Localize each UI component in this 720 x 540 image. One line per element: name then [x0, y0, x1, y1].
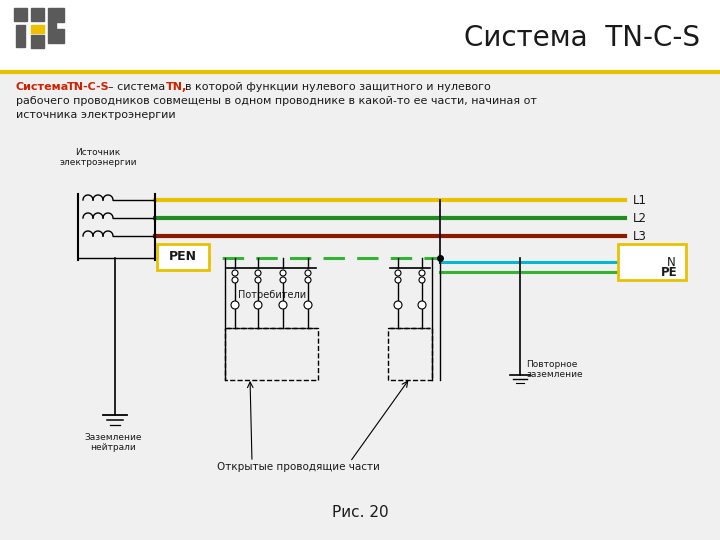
Bar: [31, 8, 44, 21]
Bar: [618, 244, 686, 280]
Circle shape: [232, 270, 238, 276]
Text: TN-C-S: TN-C-S: [67, 82, 109, 92]
Circle shape: [280, 277, 286, 283]
Bar: [48, 8, 56, 43]
Bar: [388, 328, 432, 380]
Text: N: N: [667, 255, 676, 268]
Circle shape: [232, 277, 238, 283]
Text: в которой функции нулевого защитного и нулевого: в которой функции нулевого защитного и н…: [185, 82, 491, 92]
Circle shape: [419, 270, 425, 276]
Circle shape: [280, 270, 286, 276]
Text: Заземление: Заземление: [84, 433, 142, 442]
Bar: [14, 8, 27, 21]
Text: L2: L2: [633, 212, 647, 225]
Text: – система: – система: [108, 82, 166, 92]
Circle shape: [395, 277, 401, 283]
Text: Потребители: Потребители: [238, 290, 306, 300]
Text: Рис. 20: Рис. 20: [332, 505, 388, 520]
Text: PEN: PEN: [169, 251, 197, 264]
Text: рабочего проводников совмещены в одном проводнике в какой-то ее части, начиная о: рабочего проводников совмещены в одном п…: [16, 96, 537, 106]
Text: электроэнергии: электроэнергии: [59, 158, 137, 167]
Circle shape: [419, 277, 425, 283]
Text: Повторное: Повторное: [526, 360, 577, 369]
Text: Открытые проводящие части: Открытые проводящие части: [217, 462, 379, 472]
Text: PE: PE: [662, 266, 678, 279]
Text: Источник: Источник: [76, 148, 121, 157]
Text: Система: Система: [16, 82, 69, 92]
Circle shape: [394, 301, 402, 309]
Text: L1: L1: [633, 193, 647, 206]
Circle shape: [304, 301, 312, 309]
Bar: [0, 0, 720, 72]
Bar: [56, 29, 64, 43]
Text: заземление: заземление: [526, 370, 582, 379]
Circle shape: [395, 270, 401, 276]
Text: нейтрали: нейтрали: [90, 443, 136, 452]
Circle shape: [255, 277, 261, 283]
Circle shape: [279, 301, 287, 309]
Bar: [157, 244, 209, 270]
Text: источника электроэнергии: источника электроэнергии: [16, 110, 176, 120]
Bar: [56, 8, 64, 22]
Circle shape: [305, 277, 311, 283]
Circle shape: [305, 270, 311, 276]
Bar: [31, 25, 44, 33]
Text: Система  TN-C-S: Система TN-C-S: [464, 24, 700, 52]
Circle shape: [231, 301, 239, 309]
Circle shape: [254, 301, 262, 309]
Text: TN,: TN,: [166, 82, 187, 92]
Circle shape: [255, 270, 261, 276]
Bar: [16, 25, 25, 47]
Circle shape: [418, 301, 426, 309]
Text: L3: L3: [633, 230, 647, 242]
Bar: [31, 35, 44, 48]
Bar: [225, 328, 318, 380]
